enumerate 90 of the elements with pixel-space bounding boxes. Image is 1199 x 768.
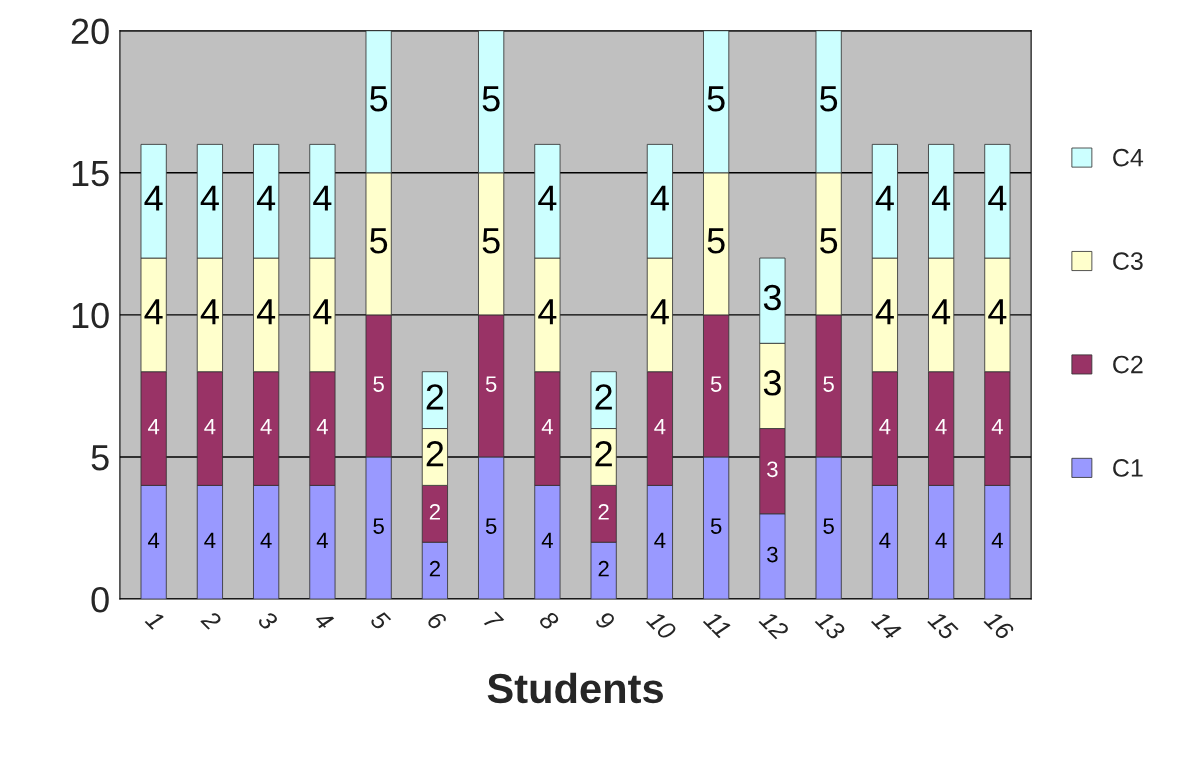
data-label: 2 (598, 504, 609, 520)
data-label: 5 (707, 228, 725, 254)
x-tick-label: 1 (144, 609, 165, 630)
data-label: 4 (935, 419, 947, 435)
y-tick-label: 5 (91, 445, 109, 471)
data-label: 4 (875, 299, 894, 325)
data-label: 5 (820, 228, 838, 254)
data-label: 4 (204, 419, 216, 435)
data-label: 2 (429, 560, 440, 577)
data-label: 4 (879, 532, 891, 548)
data-label: 5 (373, 376, 384, 392)
y-tick-label: 20 (71, 18, 109, 45)
x-tick-label: 10 (645, 609, 678, 642)
data-label: 5 (823, 376, 834, 392)
data-label: 4 (541, 532, 553, 548)
data-label: 4 (260, 419, 272, 435)
x-tick-label: 9 (594, 609, 616, 632)
data-label: 4 (935, 532, 947, 548)
data-label: 4 (256, 185, 276, 211)
data-label: 4 (931, 299, 951, 325)
data-label: 4 (538, 299, 557, 325)
data-label: 3 (767, 461, 778, 478)
x-tick-label: 13 (814, 609, 847, 642)
x-tick-label: 11 (702, 609, 732, 639)
data-label: 5 (710, 518, 722, 534)
data-label: 4 (879, 419, 891, 435)
data-label: 3 (763, 284, 781, 311)
data-label: 5 (710, 376, 722, 392)
data-label: 4 (988, 299, 1007, 325)
legend-label: C2 (1113, 355, 1143, 374)
y-tick-label: 10 (72, 302, 109, 329)
data-label: 4 (144, 299, 163, 325)
data-label: 4 (650, 299, 669, 325)
data-label: 5 (820, 86, 838, 112)
data-label: 4 (316, 419, 328, 435)
data-label: 4 (654, 419, 666, 435)
data-label: 5 (707, 86, 725, 112)
x-tick-label: 2 (200, 609, 223, 632)
x-axis-title: Students (487, 672, 663, 704)
data-label: 5 (485, 518, 497, 534)
data-label: 4 (538, 185, 557, 211)
data-label: 4 (991, 532, 1003, 548)
y-tick-label: 15 (72, 161, 109, 187)
x-tick-label: 16 (983, 609, 1015, 642)
x-tick-label: 4 (313, 609, 335, 631)
data-label: 2 (598, 560, 609, 577)
x-tick-label: 5 (369, 609, 392, 632)
data-label: 5 (482, 86, 500, 112)
data-label: 4 (313, 185, 332, 211)
legend-label: C3 (1113, 252, 1143, 270)
x-tick-label: 15 (927, 609, 959, 642)
data-label: 4 (875, 185, 894, 211)
data-label: 2 (595, 441, 612, 467)
data-label: 4 (654, 532, 666, 548)
data-label: 4 (260, 532, 272, 548)
data-label: 4 (200, 185, 219, 211)
data-label: 5 (485, 376, 497, 392)
data-label: 2 (426, 384, 444, 410)
data-label: 5 (482, 228, 500, 254)
x-tick-label: 12 (758, 609, 790, 641)
x-tick-label: 6 (426, 610, 448, 632)
data-label: 5 (823, 518, 834, 534)
data-label: 4 (313, 299, 332, 325)
y-tick-label: 0 (91, 586, 109, 613)
data-label: 4 (316, 532, 328, 548)
data-label: 5 (370, 86, 388, 112)
data-label: 4 (200, 299, 219, 325)
x-tick-label: 8 (538, 609, 560, 632)
x-tick-label: 3 (256, 609, 279, 632)
data-label: 4 (650, 185, 669, 211)
data-label: 4 (144, 185, 163, 211)
data-label: 2 (595, 384, 612, 410)
data-label: 4 (988, 185, 1007, 211)
legend-label: C4 (1113, 148, 1144, 167)
legend-label: C1 (1113, 459, 1143, 477)
data-label: 4 (931, 185, 951, 211)
data-label: 4 (991, 419, 1003, 435)
data-label: 3 (767, 546, 778, 563)
x-tick-label: 14 (870, 609, 902, 641)
data-label: 5 (373, 518, 384, 534)
data-label: 3 (763, 370, 781, 396)
data-label: 2 (429, 504, 440, 520)
data-label: 2 (426, 441, 444, 467)
x-tick-label: 7 (483, 611, 505, 632)
data-label: 5 (370, 228, 388, 254)
data-label: 4 (147, 419, 160, 435)
data-label: 4 (147, 532, 160, 548)
data-label: 4 (541, 419, 553, 435)
data-label: 4 (204, 532, 216, 548)
data-label: 4 (256, 299, 276, 325)
